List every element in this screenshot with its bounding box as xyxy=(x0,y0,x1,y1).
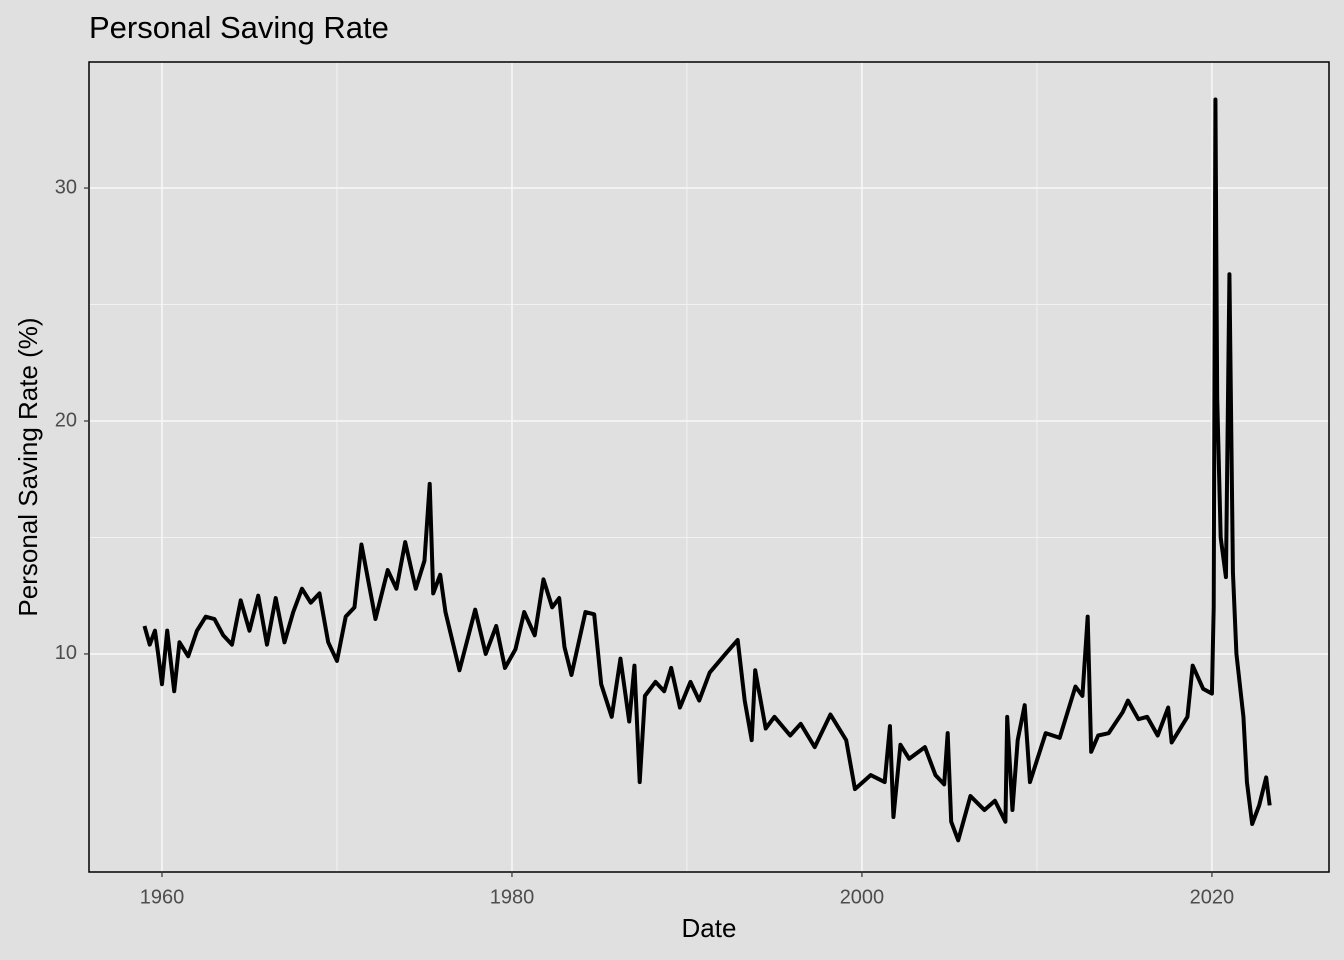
y-tick-label: 20 xyxy=(55,409,77,431)
x-tick-label: 2000 xyxy=(840,886,885,908)
x-tick-label: 2020 xyxy=(1190,886,1235,908)
chart-title: Personal Saving Rate xyxy=(89,10,389,45)
x-axis-label: Date xyxy=(682,913,737,943)
panel-border xyxy=(88,61,1330,873)
y-tick-label: 30 xyxy=(55,176,77,198)
line xyxy=(142,97,1272,843)
grid xyxy=(89,62,1329,872)
y-tick-label: 10 xyxy=(55,642,77,664)
y-axis-label: Personal Saving Rate (%) xyxy=(13,317,43,616)
x-tick-label: 1960 xyxy=(140,886,185,908)
plot xyxy=(142,97,1272,843)
x-tick-label: 1980 xyxy=(490,886,535,908)
